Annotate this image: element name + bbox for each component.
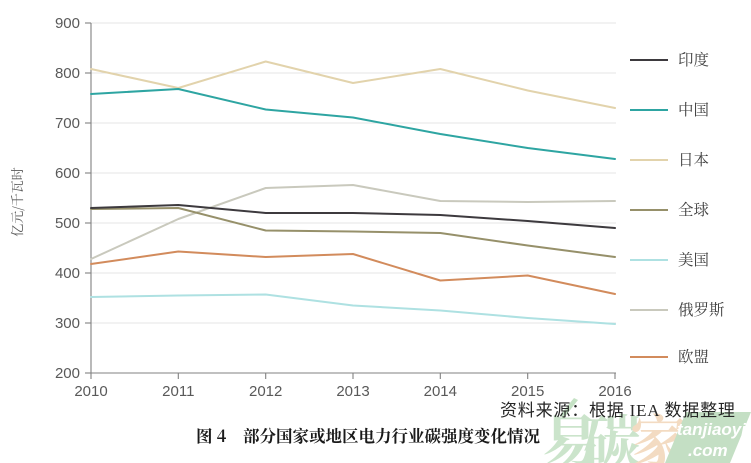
svg-text:亿元/千瓦时: 亿元/千瓦时 [7, 167, 26, 237]
svg-text:全球: 全球 [678, 198, 710, 220]
svg-text:印度: 印度 [678, 48, 709, 70]
svg-text:400: 400 [55, 265, 80, 282]
svg-text:300: 300 [55, 315, 80, 332]
svg-text:800: 800 [55, 65, 80, 82]
svg-text:中国: 中国 [678, 98, 709, 120]
svg-text:欧盟: 欧盟 [678, 345, 709, 367]
svg-text:日本: 日本 [678, 148, 709, 170]
svg-text:2014: 2014 [424, 383, 457, 400]
svg-text:.com: .com [688, 441, 728, 460]
svg-text:2012: 2012 [249, 383, 282, 400]
svg-text:图 4 部分国家或地区电力行业碳强度变化情况: 图 4 部分国家或地区电力行业碳强度变化情况 [196, 423, 540, 447]
svg-text:2010: 2010 [74, 383, 107, 400]
svg-text:2015: 2015 [511, 383, 544, 400]
svg-text:美国: 美国 [678, 248, 709, 270]
svg-text:2013: 2013 [336, 383, 369, 400]
svg-text:700: 700 [55, 115, 80, 132]
svg-text:2011: 2011 [162, 383, 194, 400]
svg-text:900: 900 [55, 15, 80, 32]
svg-text:tanjiaoyi: tanjiaoyi [677, 420, 747, 439]
svg-text:500: 500 [55, 215, 80, 232]
svg-text:600: 600 [55, 165, 80, 182]
svg-text:俄罗斯: 俄罗斯 [678, 298, 725, 320]
svg-text:资料来源：根据 IEA 数据整理: 资料来源：根据 IEA 数据整理 [500, 401, 736, 420]
svg-text:200: 200 [55, 365, 80, 382]
